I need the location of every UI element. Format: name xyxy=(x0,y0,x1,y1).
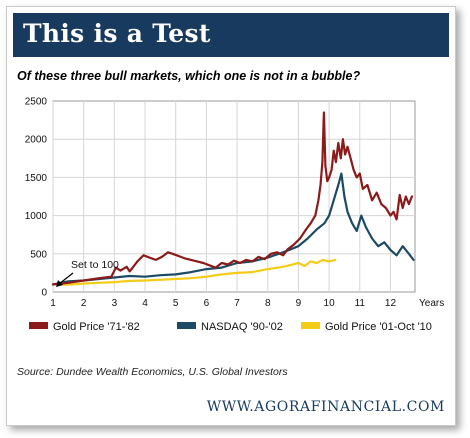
annotation: Set to 100 xyxy=(56,259,119,287)
series-line-1 xyxy=(51,172,415,286)
series-line-0 xyxy=(51,111,413,286)
legend: Gold Price '71-'82 NASDAQ '90-'02 Gold Pri… xyxy=(29,321,432,333)
x-tick-label: 8 xyxy=(265,298,271,309)
legend-label: Gold Price '71-'82 xyxy=(53,321,140,333)
x-tick-label: 12 xyxy=(385,298,397,309)
legend-label: NASDAQ '90-'02 xyxy=(201,321,283,333)
x-tick-label: 10 xyxy=(324,298,336,309)
x-tick-label: 2 xyxy=(81,298,87,309)
annotation-arrowhead xyxy=(56,280,63,287)
y-tick-label: 2000 xyxy=(25,135,48,146)
title-bar: This is a Test xyxy=(13,13,449,57)
legend-swatch xyxy=(29,322,48,329)
x-tick-label: 1 xyxy=(50,298,56,309)
x-tick-label: 9 xyxy=(296,298,302,309)
x-axis-label: Years xyxy=(419,298,444,309)
annotation-arrow xyxy=(58,272,74,285)
chart-subtitle: Of these three bull markets, which one i… xyxy=(17,69,361,83)
y-tick-label: 0 xyxy=(41,288,47,299)
source-note: Source: Dundee Wealth Economics, U.S. Gl… xyxy=(17,366,288,378)
site-url: WWW.AGORAFINANCIAL.COM xyxy=(206,399,445,415)
x-tick-label: 4 xyxy=(142,298,148,309)
x-tick-label: 11 xyxy=(355,298,366,309)
y-tick-label: 2500 xyxy=(25,97,48,108)
y-tick-label: 1000 xyxy=(25,211,48,222)
x-tick-label: 6 xyxy=(204,298,210,309)
legend-swatch xyxy=(177,322,196,329)
x-axis-ticks: 1 2 3 4 5 6 7 8 9 10 11 12 xyxy=(50,298,396,309)
chart-card: This is a Test Of these three bull marke… xyxy=(6,6,456,426)
y-tick-label: 1500 xyxy=(25,173,48,184)
x-tick-label: 7 xyxy=(234,298,240,309)
x-tick-label: 5 xyxy=(173,298,179,309)
y-axis-ticks: 0 500 1000 1500 2000 2500 xyxy=(25,97,48,299)
legend-label: Gold Price '01-Oct '10 xyxy=(325,321,432,333)
grid-lines xyxy=(52,101,415,292)
page-title: This is a Test xyxy=(23,19,211,48)
annotation-label: Set to 100 xyxy=(71,259,119,271)
legend-swatch xyxy=(301,322,320,329)
y-tick-label: 500 xyxy=(30,249,47,260)
x-tick-label: 3 xyxy=(112,298,118,309)
series-lines xyxy=(51,111,415,286)
series-line-2 xyxy=(51,258,337,286)
